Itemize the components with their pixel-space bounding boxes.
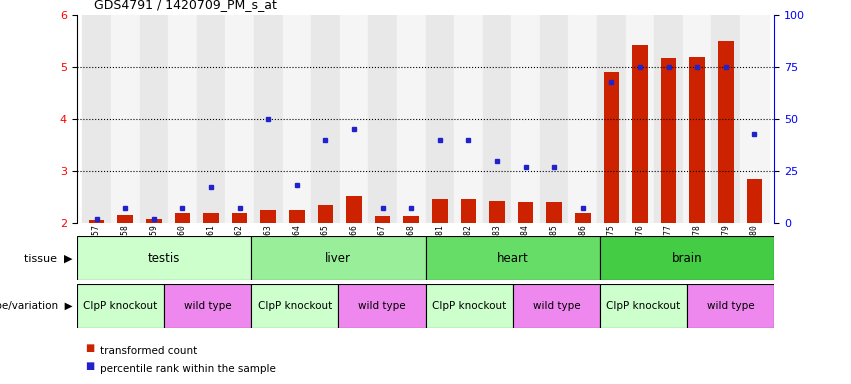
Bar: [575, 214, 591, 223]
Bar: [397, 15, 426, 223]
Bar: [454, 15, 483, 223]
Bar: [163, 284, 251, 328]
Bar: [512, 284, 600, 328]
Bar: [346, 196, 362, 223]
Bar: [483, 15, 511, 223]
Bar: [600, 236, 774, 280]
Bar: [89, 220, 105, 223]
Text: genotype/variation  ▶: genotype/variation ▶: [0, 301, 72, 311]
Bar: [260, 210, 276, 223]
Bar: [339, 284, 426, 328]
Bar: [426, 284, 512, 328]
Bar: [226, 15, 254, 223]
Text: ClpP knockout: ClpP knockout: [432, 301, 506, 311]
Bar: [654, 15, 683, 223]
Bar: [600, 284, 688, 328]
Bar: [740, 15, 768, 223]
Bar: [517, 202, 534, 223]
Bar: [718, 41, 734, 223]
Bar: [426, 236, 600, 280]
Bar: [168, 15, 197, 223]
Text: ClpP knockout: ClpP knockout: [83, 301, 157, 311]
Text: percentile rank within the sample: percentile rank within the sample: [100, 364, 277, 374]
Text: ClpP knockout: ClpP knockout: [607, 301, 681, 311]
Bar: [746, 179, 762, 223]
Bar: [711, 15, 740, 223]
Bar: [83, 15, 111, 223]
Text: tissue  ▶: tissue ▶: [24, 253, 72, 263]
Text: heart: heart: [497, 252, 528, 265]
Bar: [77, 236, 251, 280]
Bar: [197, 15, 226, 223]
Text: ■: ■: [85, 343, 94, 353]
Bar: [368, 15, 397, 223]
Bar: [146, 218, 162, 223]
Bar: [460, 199, 477, 223]
Text: testis: testis: [147, 252, 180, 265]
Bar: [546, 202, 562, 223]
Bar: [140, 15, 168, 223]
Bar: [231, 214, 248, 223]
Bar: [289, 210, 305, 223]
Bar: [311, 15, 340, 223]
Text: transformed count: transformed count: [100, 346, 197, 356]
Bar: [603, 73, 620, 223]
Bar: [283, 15, 311, 223]
Bar: [426, 15, 454, 223]
Bar: [117, 215, 133, 223]
Bar: [432, 199, 448, 223]
Bar: [340, 15, 368, 223]
Bar: [568, 15, 597, 223]
Bar: [511, 15, 540, 223]
Text: wild type: wild type: [707, 301, 755, 311]
Bar: [174, 214, 191, 223]
Bar: [251, 284, 339, 328]
Bar: [683, 15, 711, 223]
Bar: [403, 217, 419, 223]
Bar: [689, 57, 705, 223]
Bar: [688, 284, 774, 328]
Bar: [251, 236, 426, 280]
Bar: [203, 214, 219, 223]
Text: ClpP knockout: ClpP knockout: [258, 301, 332, 311]
Text: wild type: wild type: [533, 301, 580, 311]
Bar: [625, 15, 654, 223]
Text: ■: ■: [85, 361, 94, 371]
Text: liver: liver: [325, 252, 351, 265]
Bar: [632, 45, 648, 223]
Bar: [540, 15, 568, 223]
Bar: [597, 15, 625, 223]
Bar: [254, 15, 283, 223]
Text: GDS4791 / 1420709_PM_s_at: GDS4791 / 1420709_PM_s_at: [94, 0, 277, 12]
Bar: [77, 284, 163, 328]
Bar: [374, 217, 391, 223]
Bar: [489, 201, 505, 223]
Text: wild type: wild type: [184, 301, 231, 311]
Bar: [317, 205, 334, 223]
Bar: [111, 15, 140, 223]
Bar: [660, 58, 677, 223]
Text: wild type: wild type: [358, 301, 406, 311]
Text: brain: brain: [672, 252, 702, 265]
